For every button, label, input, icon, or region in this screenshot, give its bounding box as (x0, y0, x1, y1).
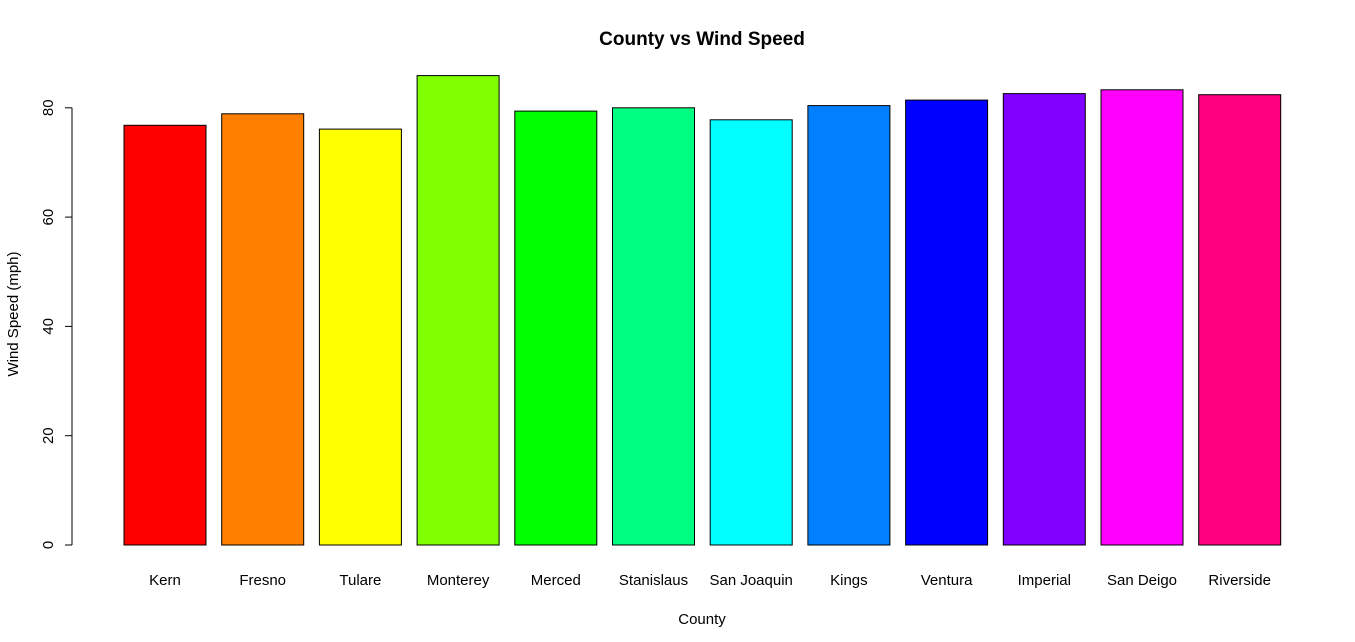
x-category-label: Ventura (921, 572, 973, 589)
x-category-label: Kern (149, 572, 181, 589)
bar-kings (807, 105, 891, 546)
bar-kern (123, 124, 207, 546)
x-category-label: Riverside (1208, 572, 1271, 589)
bar-fresno (221, 113, 305, 546)
y-axis: 0 20 40 60 80 (40, 99, 73, 549)
bars-group (123, 75, 1282, 546)
bar-san-deigo (1100, 89, 1184, 546)
x-category-label: Imperial (1018, 572, 1071, 589)
chart-title: County vs Wind Speed (599, 29, 805, 50)
y-tick-label: 20 (40, 427, 57, 444)
bar-merced (514, 110, 598, 546)
y-tick-label: 40 (40, 318, 57, 335)
x-category-label: San Deigo (1107, 572, 1177, 589)
x-category-label: Kings (830, 572, 868, 589)
y-tick-label: 0 (40, 541, 57, 549)
category-labels: Kern Fresno Tulare Monterey Merced Stanislaus… (149, 572, 1271, 589)
x-category-label: Tulare (339, 572, 381, 589)
bar-stanislaus (612, 107, 695, 546)
x-category-label: Monterey (427, 572, 490, 589)
x-category-label: Merced (531, 572, 581, 589)
bar-riverside (1198, 94, 1282, 546)
x-axis-label: County (678, 611, 726, 628)
y-tick-label: 80 (40, 99, 57, 116)
bar-monterey (416, 75, 500, 546)
x-category-label: Fresno (239, 572, 286, 589)
bar-ventura (905, 99, 989, 546)
x-category-label: Stanislaus (619, 572, 688, 589)
y-tick-label: 60 (40, 209, 57, 226)
x-category-label: San Joaquin (709, 572, 792, 589)
bar-tulare (318, 128, 402, 546)
bar-san-joaquin (709, 119, 793, 546)
y-axis-label: Wind Speed (mph) (5, 251, 22, 376)
bar-imperial (1002, 93, 1086, 546)
